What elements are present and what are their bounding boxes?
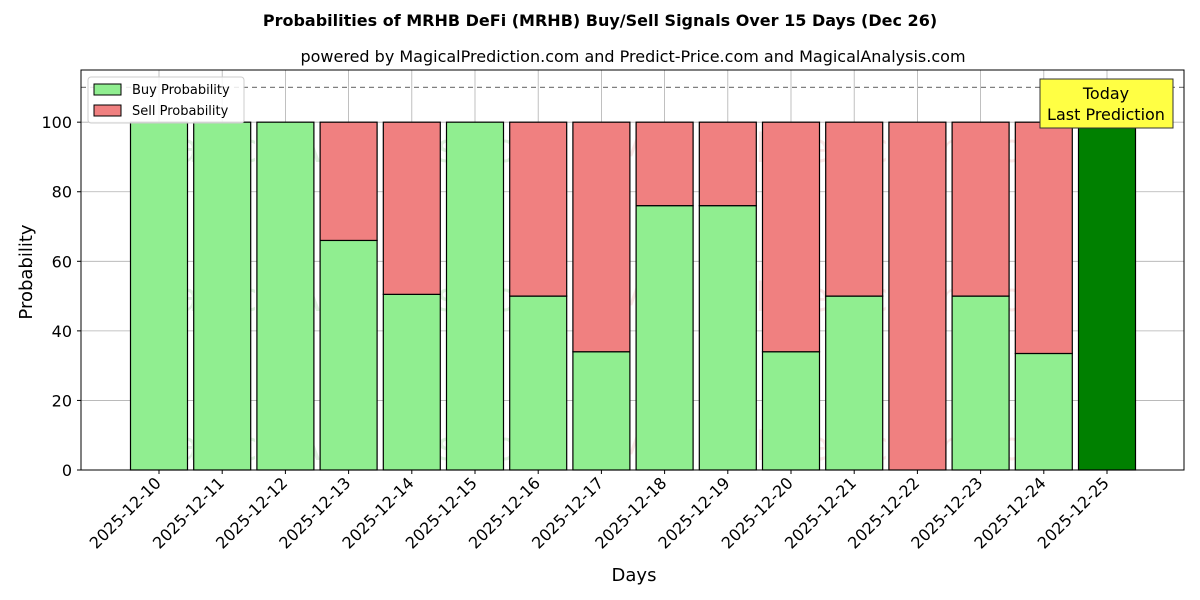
annotation-line2: Last Prediction bbox=[1047, 105, 1165, 124]
legend-label: Sell Probability bbox=[132, 104, 229, 119]
sell-bar bbox=[698, 121, 757, 207]
y-tick-label: 40 bbox=[52, 322, 72, 341]
sell-bar bbox=[509, 121, 568, 297]
buy-bar bbox=[698, 205, 757, 471]
annotation-line1: Today bbox=[1082, 84, 1129, 103]
legend-swatch bbox=[93, 104, 122, 117]
sell-bar bbox=[572, 121, 631, 353]
annotation-box bbox=[1039, 78, 1174, 129]
buy-bar bbox=[825, 295, 884, 471]
today-annotation: Today Last Prediction bbox=[1039, 78, 1174, 129]
sell-bar bbox=[825, 121, 884, 297]
legend-label: Buy Probability bbox=[132, 83, 230, 98]
sell-bar bbox=[888, 121, 947, 471]
y-tick-label: 80 bbox=[52, 183, 72, 202]
buy-bar bbox=[256, 121, 315, 471]
y-tick-label: 0 bbox=[62, 461, 72, 480]
sell-bar bbox=[1014, 121, 1073, 355]
legend-box bbox=[87, 76, 245, 124]
buy-bar bbox=[509, 295, 568, 471]
y-axis-label: Probability bbox=[16, 224, 37, 319]
plot-frame bbox=[80, 69, 1185, 471]
buy-bar bbox=[951, 295, 1010, 471]
legend: Buy Probability Sell Probability bbox=[87, 76, 245, 124]
buy-bar bbox=[193, 121, 252, 471]
sell-bar bbox=[319, 121, 378, 242]
bars-group bbox=[129, 121, 1137, 471]
buy-bar bbox=[1077, 121, 1137, 471]
buy-bar bbox=[319, 239, 378, 471]
buy-bar bbox=[572, 351, 631, 471]
buy-bar bbox=[129, 121, 189, 471]
sell-bar bbox=[951, 121, 1010, 297]
chart-subtitle: powered by MagicalPrediction.com and Pre… bbox=[300, 47, 965, 66]
buy-bar bbox=[382, 293, 441, 471]
buy-bar bbox=[635, 205, 694, 471]
buy-bar bbox=[761, 351, 821, 471]
buy-bar bbox=[1014, 352, 1073, 471]
y-tick-label: 60 bbox=[52, 252, 72, 271]
legend-swatch bbox=[93, 83, 122, 96]
y-tick-label: 20 bbox=[52, 391, 72, 410]
y-tick-label: 100 bbox=[41, 113, 72, 132]
chart-title: Probabilities of MRHB DeFi (MRHB) Buy/Se… bbox=[263, 11, 937, 30]
sell-bar bbox=[761, 121, 821, 353]
buy-bar bbox=[445, 121, 505, 471]
sell-bar bbox=[382, 121, 441, 295]
sell-bar bbox=[635, 121, 694, 207]
x-axis-label: Days bbox=[612, 565, 657, 586]
